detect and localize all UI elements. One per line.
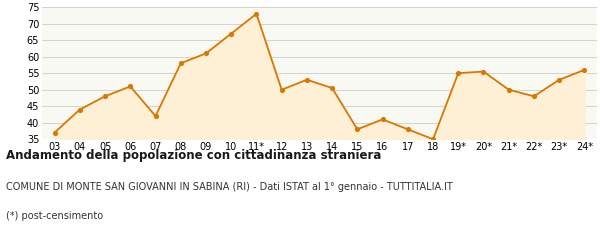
Point — [454, 71, 463, 75]
Text: COMUNE DI MONTE SAN GIOVANNI IN SABINA (RI) - Dati ISTAT al 1° gennaio - TUTTITA: COMUNE DI MONTE SAN GIOVANNI IN SABINA (… — [6, 182, 453, 192]
Point — [277, 88, 286, 92]
Point — [302, 78, 311, 82]
Point — [226, 32, 236, 36]
Point — [403, 127, 413, 131]
Text: (*) post-censimento: (*) post-censimento — [6, 211, 103, 221]
Point — [580, 68, 589, 72]
Point — [251, 12, 261, 16]
Point — [75, 108, 85, 111]
Point — [201, 52, 211, 55]
Point — [353, 127, 362, 131]
Point — [378, 118, 388, 121]
Point — [176, 61, 185, 65]
Point — [479, 70, 488, 73]
Point — [504, 88, 514, 92]
Point — [529, 94, 539, 98]
Point — [50, 131, 59, 134]
Text: Andamento della popolazione con cittadinanza straniera: Andamento della popolazione con cittadin… — [6, 149, 382, 162]
Point — [554, 78, 564, 82]
Point — [151, 114, 160, 118]
Point — [428, 137, 438, 141]
Point — [125, 84, 135, 88]
Point — [100, 94, 110, 98]
Point — [328, 86, 337, 90]
